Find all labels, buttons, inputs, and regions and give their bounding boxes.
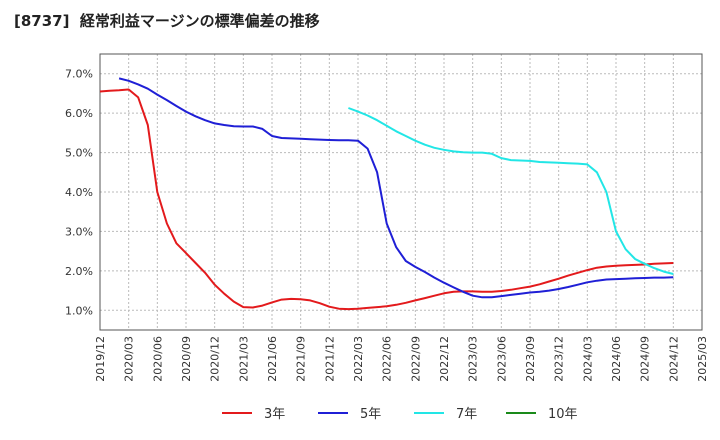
y-tick-label: 3.0% [65, 225, 93, 238]
y-tick-label: 6.0% [65, 107, 93, 120]
series-line-2 [348, 107, 674, 275]
y-tick-label: 7.0% [65, 68, 93, 81]
x-tick-label: 2024/09 [639, 336, 652, 382]
x-tick-label: 2022/09 [409, 336, 422, 382]
y-tick-label: 1.0% [65, 304, 93, 317]
x-tick-label: 2021/09 [295, 336, 308, 382]
x-tick-label: 2022/03 [352, 336, 365, 382]
x-tick-label: 2021/12 [323, 336, 336, 382]
x-tick-label: 2022/12 [438, 336, 451, 382]
x-tick-label: 2025/03 [696, 336, 709, 382]
y-tick-label: 5.0% [65, 147, 93, 160]
x-tick-label: 2024/12 [667, 336, 680, 382]
x-tick-label: 2022/06 [381, 336, 394, 382]
series-line-0 [99, 88, 674, 311]
x-tick-label: 2020/03 [123, 336, 136, 382]
x-tick-label: 2023/06 [495, 336, 508, 382]
legend-label-2: 7年 [456, 407, 477, 422]
legend-label-3: 10年 [548, 407, 578, 422]
legend-label-1: 5年 [360, 407, 381, 422]
x-tick-label: 2023/03 [467, 336, 480, 382]
y-tick-label: 4.0% [65, 186, 93, 199]
x-tick-label: 2024/03 [581, 336, 594, 382]
x-tick-label: 2023/09 [524, 336, 537, 382]
x-tick-label: 2020/09 [180, 336, 193, 382]
x-tick-label: 2019/12 [94, 336, 107, 382]
y-tick-label: 2.0% [65, 265, 93, 278]
x-tick-label: 2020/06 [151, 336, 164, 382]
x-tick-label: 2021/06 [266, 336, 279, 382]
legend-label-0: 3年 [264, 407, 285, 422]
x-tick-label: 2020/12 [209, 336, 222, 382]
x-tick-label: 2023/12 [553, 336, 566, 382]
chart-title: [8737] 経常利益マージンの標準偏差の推移 [14, 12, 320, 30]
x-tick-label: 2021/03 [237, 336, 250, 382]
plot-area [99, 53, 703, 331]
series-line-1 [118, 77, 674, 299]
x-tick-label: 2024/06 [610, 336, 623, 382]
